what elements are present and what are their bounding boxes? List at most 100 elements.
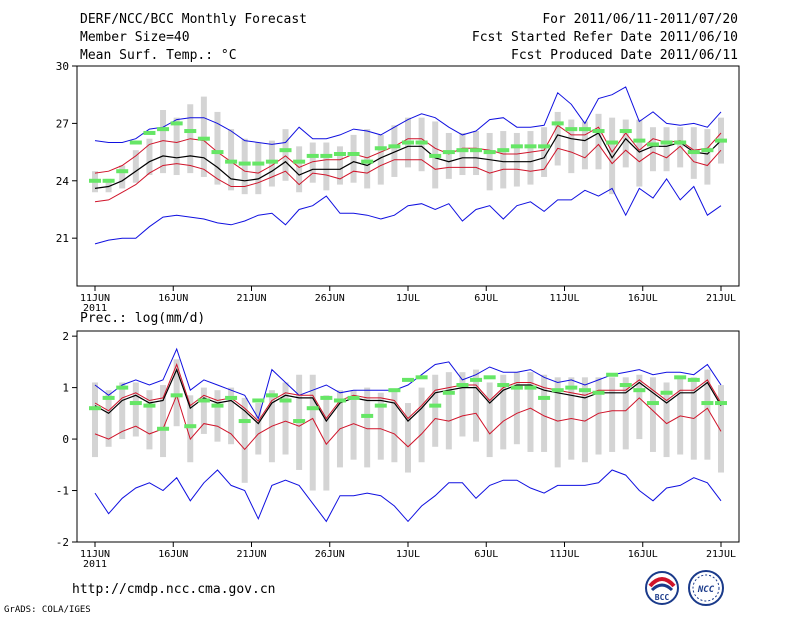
precipitation-ensemble-bar xyxy=(119,382,126,440)
temperature-x-tick-label: 1JUL xyxy=(396,293,420,304)
precipitation-ensemble-bar xyxy=(405,403,411,473)
precipitation-obs-marker xyxy=(497,383,510,388)
logos: BCC NCC xyxy=(645,570,724,606)
precipitation-ensemble-bar xyxy=(92,382,98,458)
temperature-obs-marker xyxy=(646,142,659,147)
temperature-obs-marker xyxy=(333,152,346,156)
precipitation-obs-marker xyxy=(442,390,455,395)
precipitation-x-tick-label: 11JUN xyxy=(80,549,110,560)
temperature-ensemble-bar xyxy=(309,142,316,183)
precipitation-obs-marker xyxy=(524,385,537,390)
temperature-ensemble-bar xyxy=(255,142,262,195)
precipitation-obs-marker xyxy=(687,377,700,382)
temperature-ensemble-bar xyxy=(554,111,561,166)
precipitation-obs-marker xyxy=(402,377,414,382)
precipitation-obs-marker xyxy=(238,419,251,424)
bcc-logo-text: BCC xyxy=(655,593,670,602)
precipitation-obs-marker xyxy=(578,388,591,393)
temperature-ensemble-bar xyxy=(119,165,126,189)
temperature-obs-marker xyxy=(170,121,183,126)
temperature-ensemble-bar xyxy=(214,111,221,185)
temperature-mean-line xyxy=(94,132,722,189)
precipitation-ensemble-bar xyxy=(541,374,548,452)
temperature-ensemble-bar xyxy=(459,132,466,176)
temperature-obs-marker xyxy=(660,140,673,145)
forecast-period: For 2011/06/11-2011/07/20 xyxy=(542,12,738,27)
temperature-obs-marker xyxy=(157,127,170,132)
temperature-ensemble-bar xyxy=(581,121,588,170)
temperature-ensemble-bar xyxy=(105,178,112,193)
temperature-x-tick-label: 21JUN xyxy=(236,293,266,304)
precipitation-obs-marker xyxy=(293,419,306,424)
temperature-max-line xyxy=(94,86,722,145)
precipitation-obs-marker xyxy=(116,385,129,390)
temperature-obs-marker xyxy=(497,148,510,153)
temperature-ensemble-bar xyxy=(364,129,371,189)
forecast-produced-date: Fcst Produced Date 2011/06/11 xyxy=(511,48,738,63)
precipitation-obs-marker xyxy=(551,388,564,393)
precipitation-min-line xyxy=(94,469,722,523)
precipitation-obs-marker xyxy=(592,390,605,395)
precipitation-obs-marker xyxy=(415,375,428,380)
temperature-obs-marker xyxy=(225,159,238,164)
temperature-ensemble-bar xyxy=(173,117,180,176)
temperature-obs-marker xyxy=(483,150,496,155)
temperature-x-tick-label: 6JUL xyxy=(474,293,498,304)
precipitation-ensemble-bar xyxy=(228,387,235,445)
temperature-x-year-label: 2011 xyxy=(83,303,107,314)
precipitation-obs-marker xyxy=(129,401,142,406)
temperature-ensemble-bar xyxy=(146,138,153,176)
website-url[interactable]: http://cmdp.ncc.cma.gov.cn xyxy=(72,582,276,597)
temperature-ensemble-bar xyxy=(500,131,507,189)
temperature-ensemble-bar xyxy=(704,129,711,185)
precipitation-obs-marker xyxy=(279,398,292,403)
precipitation-ensemble-bar xyxy=(622,377,629,450)
temperature-x-tick-label: 26JUN xyxy=(315,293,345,304)
temperature-ensemble-bar xyxy=(350,134,357,183)
temperature-obs-marker xyxy=(442,150,455,155)
temperature-ensemble-bar xyxy=(282,129,289,181)
precipitation-obs-marker xyxy=(619,383,632,388)
temperature-obs-marker xyxy=(701,148,714,153)
precipitation-ensemble-bar xyxy=(432,374,439,447)
temperature-obs-marker xyxy=(633,138,646,143)
temperature-obs-marker xyxy=(238,161,251,166)
temperature-y-tick-label: 27 xyxy=(56,117,69,130)
temperature-ensemble-bar xyxy=(541,127,548,177)
precipitation-ensemble-bar xyxy=(636,374,643,440)
precipitation-ensemble-bar xyxy=(391,390,398,463)
temperature-ensemble-bar xyxy=(527,131,534,185)
precipitation-obs-marker xyxy=(170,393,183,398)
precipitation-obs-marker xyxy=(157,426,170,431)
temperature-obs-marker xyxy=(388,144,401,149)
temperature-obs-marker xyxy=(265,159,278,164)
precipitation-obs-marker xyxy=(483,375,496,380)
precipitation-ensemble-bar xyxy=(282,382,289,455)
temperature-ensemble-bar xyxy=(323,142,330,191)
temperature-ensemble-bar xyxy=(377,134,384,185)
precipitation-obs-marker xyxy=(143,403,156,408)
precipitation-y-tick-label: 0 xyxy=(62,433,69,446)
temperature-obs-marker xyxy=(143,130,156,135)
temperature-x-tick-label: 11JUL xyxy=(549,293,579,304)
precipitation-obs-marker xyxy=(320,395,333,400)
precipitation-ensemble-bar xyxy=(214,390,221,442)
precipitation-obs-marker xyxy=(660,390,673,395)
temperature-ensemble-bar xyxy=(513,132,520,187)
temperature-obs-marker xyxy=(456,148,469,153)
temperature-ensemble-bar xyxy=(595,113,602,170)
temperature-obs-marker xyxy=(565,127,578,132)
temperature-ensemble-bar xyxy=(336,146,343,185)
precipitation-obs-marker xyxy=(456,383,469,388)
precipitation-ensemble-bar xyxy=(146,390,153,450)
temperature-obs-marker xyxy=(279,148,292,153)
temperature-ensemble-bar xyxy=(445,132,452,179)
grads-credit: GrADS: COLA/IGES xyxy=(4,605,91,615)
temperature-x-tick-label: 11JUN xyxy=(80,293,110,304)
precipitation-obs-marker xyxy=(102,395,115,400)
temperature-y-tick-label: 30 xyxy=(56,60,69,73)
precipitation-ensemble-bar xyxy=(418,387,425,463)
precipitation-obs-marker xyxy=(225,395,238,400)
precipitation-ensemble-bar xyxy=(500,374,507,450)
temperature-obs-marker xyxy=(524,144,537,149)
